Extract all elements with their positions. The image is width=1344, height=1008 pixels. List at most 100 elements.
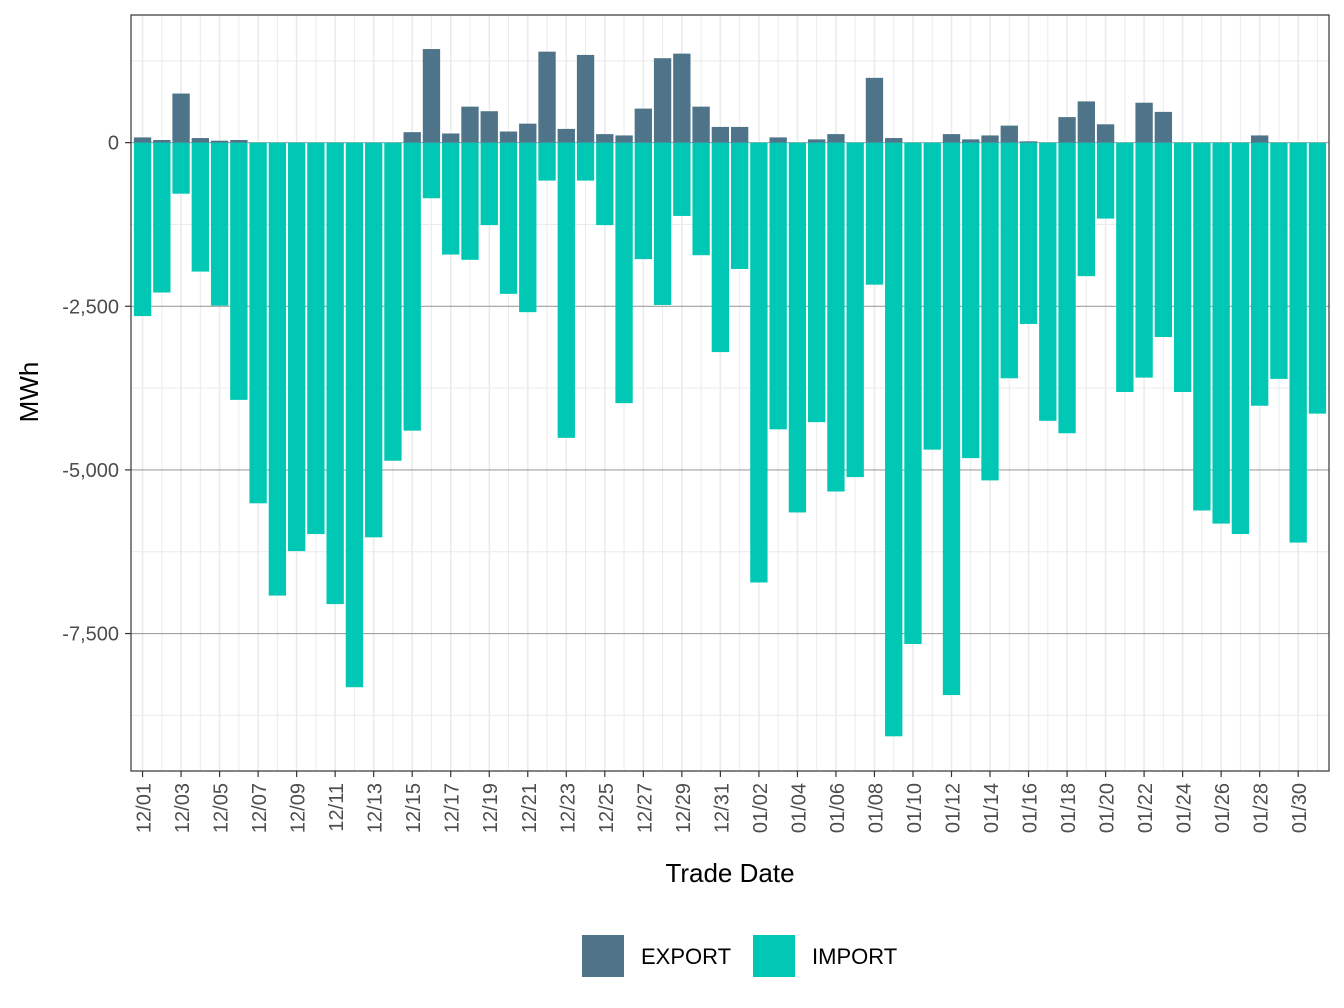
bar-import	[576, 142, 595, 181]
bar-import	[1212, 142, 1230, 524]
bar-export	[172, 93, 190, 143]
bar-import	[1116, 142, 1134, 393]
bar-import	[499, 142, 518, 294]
x-tick-label: 01/16	[1020, 783, 1042, 833]
x-tick-label: 12/03	[172, 783, 194, 833]
x-tick-label: 01/06	[827, 783, 849, 833]
bar-export	[865, 77, 884, 143]
bar-export	[827, 134, 845, 143]
bar-import	[1173, 142, 1192, 393]
bar-export	[230, 140, 248, 143]
bar-export	[210, 140, 229, 143]
bar-export	[808, 139, 826, 143]
bar-import	[769, 142, 787, 430]
bar-import	[422, 142, 441, 199]
x-tick-label: 01/02	[750, 783, 772, 833]
bar-export	[557, 128, 575, 143]
x-tick-label: 12/09	[288, 783, 310, 833]
x-tick-label: 12/21	[519, 783, 541, 833]
bar-import	[788, 142, 807, 513]
bar-export	[153, 140, 171, 143]
bar-import	[942, 142, 961, 696]
x-tick-label: 01/24	[1174, 783, 1196, 833]
bar-import	[461, 142, 479, 260]
bar-import	[634, 142, 652, 260]
legend-label-export: EXPORT	[641, 944, 731, 969]
bar-export	[1154, 111, 1173, 143]
bar-import	[1289, 142, 1307, 543]
x-tick-label: 12/01	[134, 783, 156, 833]
bar-export	[653, 58, 672, 143]
bar-import	[307, 142, 325, 535]
bar-export	[191, 138, 210, 143]
x-tick-label: 01/18	[1058, 783, 1080, 833]
bar-import	[1000, 142, 1018, 379]
x-tick-label: 12/23	[557, 783, 579, 833]
x-tick-label: 01/26	[1212, 783, 1234, 833]
bar-export	[981, 135, 999, 143]
bar-import	[615, 142, 633, 404]
bar-import	[249, 142, 267, 504]
bar-import	[1270, 142, 1288, 379]
x-tick-label: 01/30	[1289, 783, 1311, 833]
bar-import	[1039, 142, 1057, 421]
x-tick-label: 12/25	[596, 783, 618, 833]
bar-export	[1000, 125, 1018, 143]
bar-import	[846, 142, 864, 478]
bar-import	[904, 142, 922, 645]
bar-export	[962, 139, 980, 143]
bar-import	[596, 142, 614, 226]
bar-export	[1250, 135, 1269, 143]
bar-export	[576, 54, 595, 143]
bar-export	[692, 106, 710, 143]
bar-import	[172, 142, 190, 194]
x-tick-label: 12/27	[634, 783, 656, 833]
bar-import	[1019, 142, 1038, 324]
bar-import	[827, 142, 845, 492]
bar-import	[692, 142, 710, 256]
bar-export	[673, 53, 691, 143]
bar-export	[596, 134, 614, 143]
bar-import	[981, 142, 999, 481]
y-tick-label: -7,500	[62, 624, 119, 646]
bar-import	[1231, 142, 1250, 535]
bar-import	[230, 142, 248, 400]
bar-export	[1096, 124, 1115, 143]
x-tick-label: 12/29	[673, 783, 695, 833]
panel-border	[130, 14, 1330, 772]
bar-export	[711, 126, 730, 143]
bar-export	[1019, 141, 1038, 143]
x-tick-label: 01/28	[1251, 783, 1273, 833]
bar-import	[885, 142, 903, 737]
x-tick-label: 01/14	[981, 783, 1003, 833]
bar-import	[923, 142, 941, 450]
y-tick-label: -2,500	[62, 296, 119, 318]
bar-export	[499, 131, 518, 143]
bar-import	[1193, 142, 1211, 511]
x-tick-label: 01/12	[942, 783, 964, 833]
bar-export	[480, 111, 498, 143]
x-tick-label: 12/05	[211, 783, 233, 833]
bar-import	[403, 142, 421, 431]
bar-import	[730, 142, 749, 269]
bar-export	[403, 132, 421, 143]
bar-export	[885, 138, 903, 143]
y-axis-title: MWh	[14, 362, 44, 423]
bar-import	[1096, 142, 1115, 219]
bar-import	[673, 142, 691, 216]
legend-swatch-export	[582, 935, 624, 977]
bar-import	[133, 142, 152, 317]
bar-export	[634, 108, 652, 143]
bar-export	[1058, 117, 1076, 143]
bar-export	[615, 135, 633, 143]
x-axis-title: Trade Date	[665, 858, 794, 888]
bar-import	[1250, 142, 1269, 406]
x-tick-label: 01/22	[1135, 783, 1157, 833]
y-tick-label: 0	[108, 133, 119, 155]
bar-import	[345, 142, 364, 688]
bar-import	[268, 142, 287, 596]
x-tick-label: 12/07	[249, 783, 271, 833]
bar-import	[1154, 142, 1173, 338]
bar-import	[480, 142, 498, 226]
bar-export	[442, 133, 460, 143]
